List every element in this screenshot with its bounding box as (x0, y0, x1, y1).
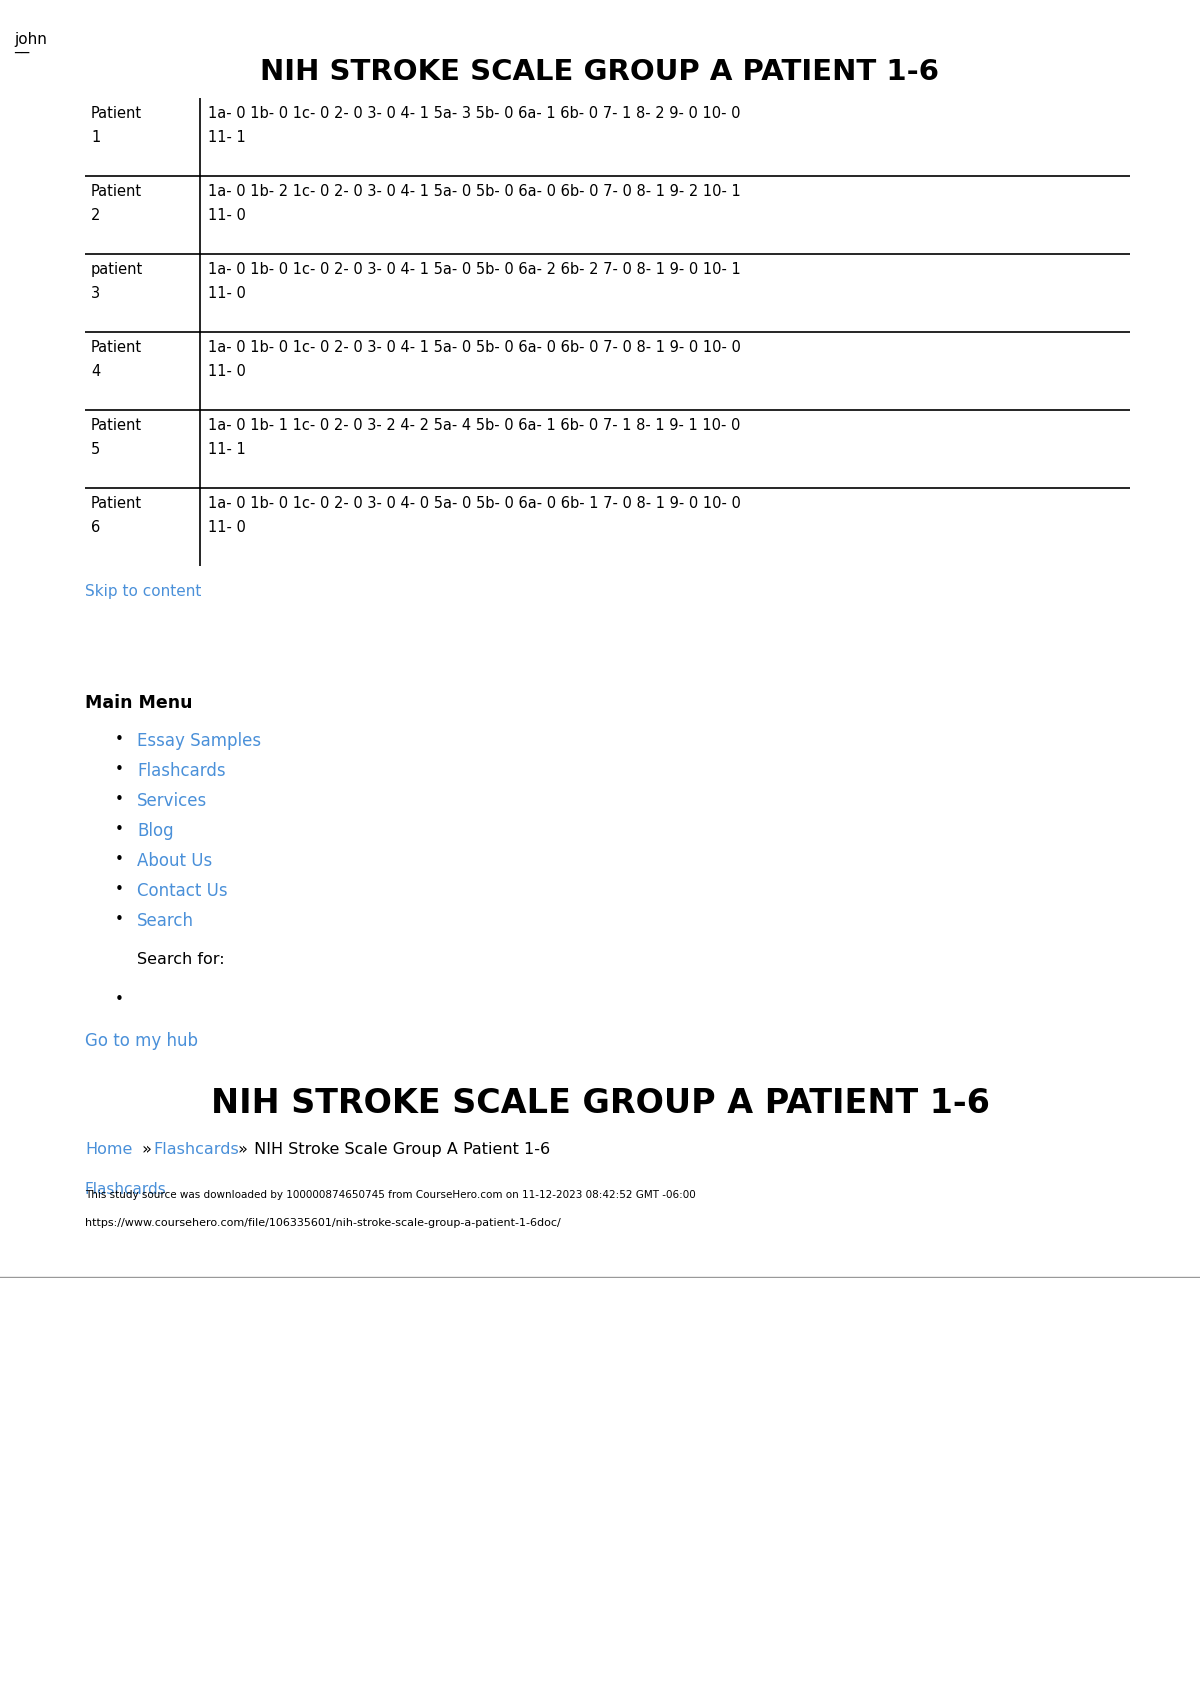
Text: 4: 4 (91, 364, 101, 379)
Text: •: • (115, 993, 124, 1006)
Text: Services: Services (137, 792, 208, 809)
Text: Flashcards: Flashcards (85, 1182, 167, 1197)
Text: 1a- 0 1b- 0 1c- 0 2- 0 3- 0 4- 1 5a- 0 5b- 0 6a- 0 6b- 0 7- 0 8- 1 9- 0 10- 0: 1a- 0 1b- 0 1c- 0 2- 0 3- 0 4- 1 5a- 0 5… (208, 340, 740, 355)
Text: 1a- 0 1b- 0 1c- 0 2- 0 3- 0 4- 0 5a- 0 5b- 0 6a- 0 6b- 1 7- 0 8- 1 9- 0 10- 0: 1a- 0 1b- 0 1c- 0 2- 0 3- 0 4- 0 5a- 0 5… (208, 496, 740, 512)
Text: •: • (115, 911, 124, 927)
Text: 11- 1: 11- 1 (208, 442, 246, 457)
Text: Search for:: Search for: (137, 952, 224, 967)
Text: •: • (115, 882, 124, 898)
Text: This study source was downloaded by 100000874650745 from CourseHero.com on 11-12: This study source was downloaded by 1000… (85, 1190, 696, 1200)
Text: Patient: Patient (91, 340, 142, 355)
Text: Patient: Patient (91, 418, 142, 434)
Text: Skip to content: Skip to content (85, 585, 202, 598)
Text: 1: 1 (91, 129, 101, 144)
Text: •: • (115, 792, 124, 808)
Text: 11- 0: 11- 0 (208, 364, 246, 379)
Text: 11- 1: 11- 1 (208, 129, 246, 144)
Text: Patient: Patient (91, 105, 142, 121)
Text: Flashcards: Flashcards (154, 1142, 239, 1158)
Text: •: • (115, 762, 124, 777)
Text: •: • (115, 733, 124, 746)
Text: 5: 5 (91, 442, 101, 457)
Text: 1a- 0 1b- 1 1c- 0 2- 0 3- 2 4- 2 5a- 4 5b- 0 6a- 1 6b- 0 7- 1 8- 1 9- 1 10- 0: 1a- 0 1b- 1 1c- 0 2- 0 3- 2 4- 2 5a- 4 5… (208, 418, 740, 434)
Text: john: john (14, 32, 47, 48)
Text: •: • (115, 852, 124, 867)
Text: 11- 0: 11- 0 (208, 286, 246, 301)
Text: »: » (137, 1142, 157, 1158)
Text: 11- 0: 11- 0 (208, 520, 246, 536)
Text: 2: 2 (91, 207, 101, 223)
Text: 1a- 0 1b- 0 1c- 0 2- 0 3- 0 4- 1 5a- 0 5b- 0 6a- 2 6b- 2 7- 0 8- 1 9- 0 10- 1: 1a- 0 1b- 0 1c- 0 2- 0 3- 0 4- 1 5a- 0 5… (208, 262, 740, 277)
Text: Main Menu: Main Menu (85, 694, 192, 712)
Text: Patient: Patient (91, 184, 142, 199)
Text: •: • (115, 823, 124, 836)
Text: 6: 6 (91, 520, 101, 536)
Text: Blog: Blog (137, 823, 174, 840)
Text: 3: 3 (91, 286, 100, 301)
Text: NIH STROKE SCALE GROUP A PATIENT 1-6: NIH STROKE SCALE GROUP A PATIENT 1-6 (260, 58, 940, 87)
Text: Flashcards: Flashcards (137, 762, 226, 780)
Text: Contact Us: Contact Us (137, 882, 228, 899)
Text: patient: patient (91, 262, 143, 277)
Text: 1a- 0 1b- 2 1c- 0 2- 0 3- 0 4- 1 5a- 0 5b- 0 6a- 0 6b- 0 7- 0 8- 1 9- 2 10- 1: 1a- 0 1b- 2 1c- 0 2- 0 3- 0 4- 1 5a- 0 5… (208, 184, 740, 199)
Text: 11- 0: 11- 0 (208, 207, 246, 223)
Text: 1a- 0 1b- 0 1c- 0 2- 0 3- 0 4- 1 5a- 3 5b- 0 6a- 1 6b- 0 7- 1 8- 2 9- 0 10- 0: 1a- 0 1b- 0 1c- 0 2- 0 3- 0 4- 1 5a- 3 5… (208, 105, 740, 121)
Text: Go to my hub: Go to my hub (85, 1032, 198, 1051)
Text: Search: Search (137, 911, 194, 930)
Text: Home: Home (85, 1142, 132, 1158)
Text: About Us: About Us (137, 852, 212, 870)
Text: Essay Samples: Essay Samples (137, 733, 262, 750)
Text: __: __ (14, 37, 29, 53)
Text: »: » (233, 1142, 253, 1158)
Text: NIH Stroke Scale Group A Patient 1-6: NIH Stroke Scale Group A Patient 1-6 (250, 1142, 550, 1158)
Text: https://www.coursehero.com/file/106335601/nih-stroke-scale-group-a-patient-1-6do: https://www.coursehero.com/file/10633560… (85, 1217, 560, 1227)
Text: NIH STROKE SCALE GROUP A PATIENT 1-6: NIH STROKE SCALE GROUP A PATIENT 1-6 (210, 1086, 990, 1120)
Text: Patient: Patient (91, 496, 142, 512)
